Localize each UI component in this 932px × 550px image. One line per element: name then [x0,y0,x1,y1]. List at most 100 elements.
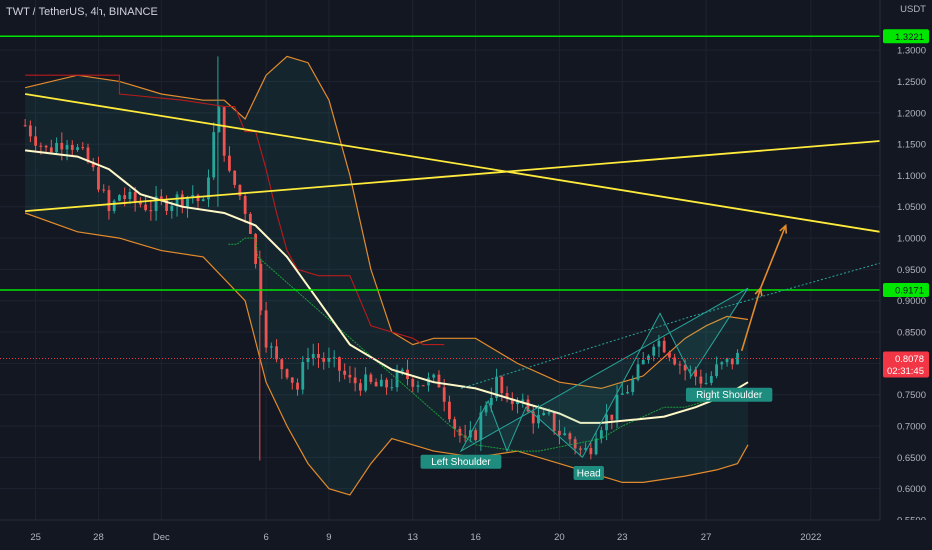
candle-body [170,205,174,211]
candle-body [86,147,90,163]
price-axis-bg [880,0,932,550]
candle-body [112,200,116,212]
candle-body [620,393,624,395]
green-stop-line [228,237,749,452]
candles [23,56,739,461]
candle-body [715,364,718,376]
price-tick: 1.0000 [897,234,926,245]
time-axis: 25 28 Dec 6 9 13 16 20 23 27 2022 [0,519,932,550]
candle-body [311,353,315,358]
candle-body [699,376,703,384]
candle-body [217,107,221,133]
candle-body [584,448,588,450]
pattern-label-text: Right Shoulder [696,390,763,401]
time-tick: 2022 [800,532,821,543]
price-axis: USDT 1.3000 1.2500 1.2000 1.1500 1.1000 1.0500… [879,0,932,550]
candle-body [563,433,567,436]
candle-body [688,369,692,371]
drawings [0,35,881,459]
candle-body [353,377,357,384]
candle-body [374,381,378,387]
candle-body [474,430,478,441]
chart-title: TWT / TetherUS, 4h, BINANCE [6,6,158,18]
candle-body [568,433,572,440]
pattern-label: Head [573,466,604,481]
candle-body [233,170,237,185]
candle-body [180,194,184,207]
candle-body [657,340,661,347]
candle-body [44,145,48,148]
candle-body [212,132,216,178]
candle-body [290,377,294,383]
candle-body [191,195,195,197]
candle-body [118,195,121,201]
pattern-label-text: Left Shoulder [431,457,491,468]
candle-body [338,357,341,371]
candle-body [243,196,247,214]
head-shoulders-pattern [459,287,749,459]
candle-body [668,352,671,358]
current-price-text: 0.8078 [895,354,924,365]
candle-body [694,369,698,377]
candle-body [76,147,79,150]
time-tick: 9 [326,532,331,543]
candle-body [364,374,368,391]
candle-body [97,167,100,190]
pattern-label: Left Shoulder [420,454,502,469]
candle-body [222,107,226,156]
candle-body [458,428,462,436]
candle-body [369,374,373,382]
candle-body [395,371,399,388]
price-tick: 0.9000 [897,296,926,307]
candle-body [542,412,546,415]
candle-body [159,196,163,199]
candle-body [154,196,158,212]
red-stop-line [25,74,445,346]
candle-body [442,387,446,402]
candle-body [348,374,352,378]
candle-body [552,412,556,431]
price-tick: 0.7000 [897,422,926,433]
level-tag-text: 1.3221 [895,32,924,43]
candle-body [578,448,582,450]
candle-body [641,359,645,365]
candle-body [385,379,388,388]
candle-body [631,379,635,393]
candle-body [683,365,687,371]
candle-body [400,369,404,372]
candle-body [207,177,210,200]
price-tick: 1.3000 [897,46,926,57]
time-tick: 28 [93,532,104,543]
candle-body [285,369,289,378]
candle-body [537,414,540,424]
candle-body [484,405,488,413]
candle-body [144,204,148,211]
candle-body [505,393,509,399]
trendline-ascending [25,140,881,213]
candle-body [317,353,320,358]
pattern-label: Right Shoulder [685,387,773,402]
candle-body [390,387,394,389]
candle-body [175,194,179,206]
candle-body [531,411,535,424]
candle-body [725,358,729,363]
level-tag [883,29,929,44]
time-tick: 25 [30,532,41,543]
candle-body [495,376,498,398]
candle-body [296,382,299,390]
candle-body [49,147,53,153]
candle-body [720,362,724,365]
candle-body [322,357,326,362]
candle-body [34,136,38,146]
candle-body [60,142,64,150]
time-tick: 16 [470,532,481,543]
candle-body [500,376,504,394]
candle-body [343,370,347,375]
time-tick: 27 [701,532,712,543]
level-tag [883,283,929,298]
candle-body [558,430,561,436]
pattern-label-bg [685,387,773,402]
candle-body [254,233,258,264]
candle-body [102,189,106,191]
